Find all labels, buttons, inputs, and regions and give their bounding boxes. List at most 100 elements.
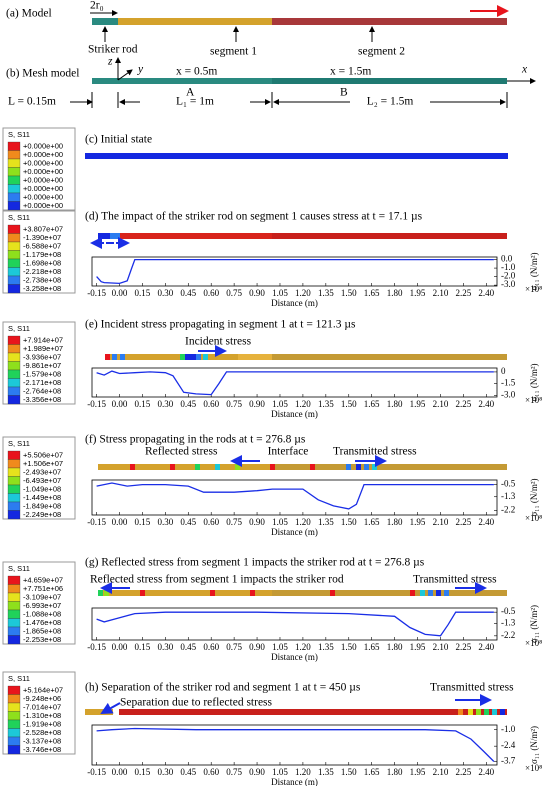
x-tick-label: 2.40 <box>478 288 494 298</box>
legend-swatch <box>7 694 21 704</box>
x-tick-label: 1.50 <box>341 517 357 527</box>
x-tick-label: 1.20 <box>295 642 311 652</box>
rod-segment <box>98 590 272 596</box>
legend-swatch <box>7 719 21 729</box>
x-tick-label: 0.00 <box>112 288 128 298</box>
x-tick-label: 1.50 <box>341 642 357 652</box>
x-tick-label: 0.90 <box>249 517 265 527</box>
y-tick-label: -1.3 <box>501 491 516 501</box>
rod-segment <box>182 354 196 360</box>
x-tick-label: 1.20 <box>295 767 311 777</box>
x-tick-label: 0.45 <box>180 288 196 298</box>
y-tick-label: 0.0 <box>501 254 513 264</box>
legend-label: +4.659e+07 <box>23 575 63 584</box>
y-tick-label: -3.7 <box>501 756 516 766</box>
rod-segment <box>85 153 508 159</box>
x-tick-label: 0.15 <box>135 642 151 652</box>
x-tick-label: 2.10 <box>433 399 449 409</box>
dimension-lines <box>70 92 508 108</box>
legend-label: +7.914e+07 <box>23 335 63 344</box>
stress-block <box>215 464 220 470</box>
legend-swatch <box>7 450 21 460</box>
legend-swatch <box>7 284 21 294</box>
stress-block <box>372 464 377 470</box>
y-tick-label: -1.3 <box>501 617 516 627</box>
legend-swatch <box>7 275 21 285</box>
x-tick-label: 0.30 <box>157 642 173 652</box>
legend-label: -3.746e+08 <box>23 745 61 754</box>
panel-title: (c) Initial state <box>85 134 152 146</box>
rod-segment <box>272 354 507 360</box>
x-tick-label: 2.40 <box>478 642 494 652</box>
stress-block <box>492 709 497 715</box>
y-tick-label: -2.4 <box>501 740 516 750</box>
legend-label: +5.506e+07 <box>23 450 63 459</box>
stress-block <box>104 590 109 596</box>
legend-label: -1.579e+08 <box>23 369 61 378</box>
y-tick-label: -2.2 <box>501 630 515 640</box>
x-tick-label: 0.30 <box>157 288 173 298</box>
segment-1 <box>118 18 272 25</box>
x-tick-label: 1.35 <box>318 642 334 652</box>
legend-label: -6.993e+07 <box>23 601 61 610</box>
y-tick-label: -0.5 <box>501 479 516 489</box>
legend-swatch <box>7 484 21 494</box>
legend-label: -1.919e+08 <box>23 719 61 728</box>
legend-swatch <box>7 386 21 396</box>
y-axis-scale: ×10⁸ <box>525 763 542 773</box>
point-label: B <box>340 87 348 99</box>
stress-block <box>476 709 481 715</box>
x-axis-label: Distance (m) <box>271 298 318 308</box>
y-axis-label: σ₁₁ (N/m²) <box>529 252 539 290</box>
x-tick-label: 1.65 <box>364 767 380 777</box>
legend-label: -6.588e+07 <box>23 241 61 250</box>
x-tick-label: -0.15 <box>87 517 106 527</box>
legend-label: +0.000e+00 <box>23 184 63 193</box>
x-tick-label: 1.05 <box>272 642 288 652</box>
legend-swatch <box>7 175 21 185</box>
annotation: Transmitted stress <box>413 574 497 586</box>
legend-title: S, S11 <box>8 674 30 683</box>
stress-block <box>140 590 145 596</box>
plot-frame <box>91 607 498 641</box>
x-tick-label: 0.45 <box>180 767 196 777</box>
x-tick-label: 2.40 <box>478 767 494 777</box>
legend-swatch <box>7 361 21 371</box>
x-tick-label: 2.25 <box>456 642 472 652</box>
legend-label: -7.014e+07 <box>23 702 61 711</box>
rod-segment <box>85 709 113 715</box>
annotation: Interface <box>268 446 309 458</box>
stress-block <box>410 590 415 596</box>
legend-label: -1.390e+07 <box>23 233 61 242</box>
stress-block <box>364 464 369 470</box>
y-tick-label: -2.2 <box>501 504 515 514</box>
x-tick-label: 0.30 <box>157 767 173 777</box>
legend-title: S, S11 <box>8 324 30 333</box>
legend-title: S, S11 <box>8 564 30 573</box>
legend-swatch <box>7 344 21 354</box>
x-tick-label: 1.80 <box>387 399 403 409</box>
x-tick-label: 1.95 <box>410 642 426 652</box>
y-tick-label: -1.0 <box>501 262 516 272</box>
x-tick-label: 0.00 <box>112 767 128 777</box>
x-tick-label: 0.75 <box>226 517 242 527</box>
legend-swatch <box>7 267 21 277</box>
legend-title: S, S11 <box>8 213 30 222</box>
segment-2 <box>272 18 507 25</box>
x-tick-label: 0.45 <box>180 517 196 527</box>
x-axis-label: Distance (m) <box>271 777 318 786</box>
stress-curve <box>96 727 495 762</box>
panel-label: (b) Mesh model <box>6 68 79 80</box>
stress-block <box>420 590 425 596</box>
legend-label: +0.000e+00 <box>23 201 63 210</box>
x-axis-label: Distance (m) <box>271 652 318 662</box>
x-tick-label: 0.90 <box>249 767 265 777</box>
x-axis-label: Distance (m) <box>271 409 318 419</box>
stress-block <box>468 709 473 715</box>
x-tick-label: 1.95 <box>410 767 426 777</box>
stress-block <box>330 590 335 596</box>
legend-title: S, S11 <box>8 130 30 139</box>
x-tick-label: 1.80 <box>387 517 403 527</box>
rod-segment <box>272 233 507 239</box>
x-tick-label: -0.15 <box>87 288 106 298</box>
